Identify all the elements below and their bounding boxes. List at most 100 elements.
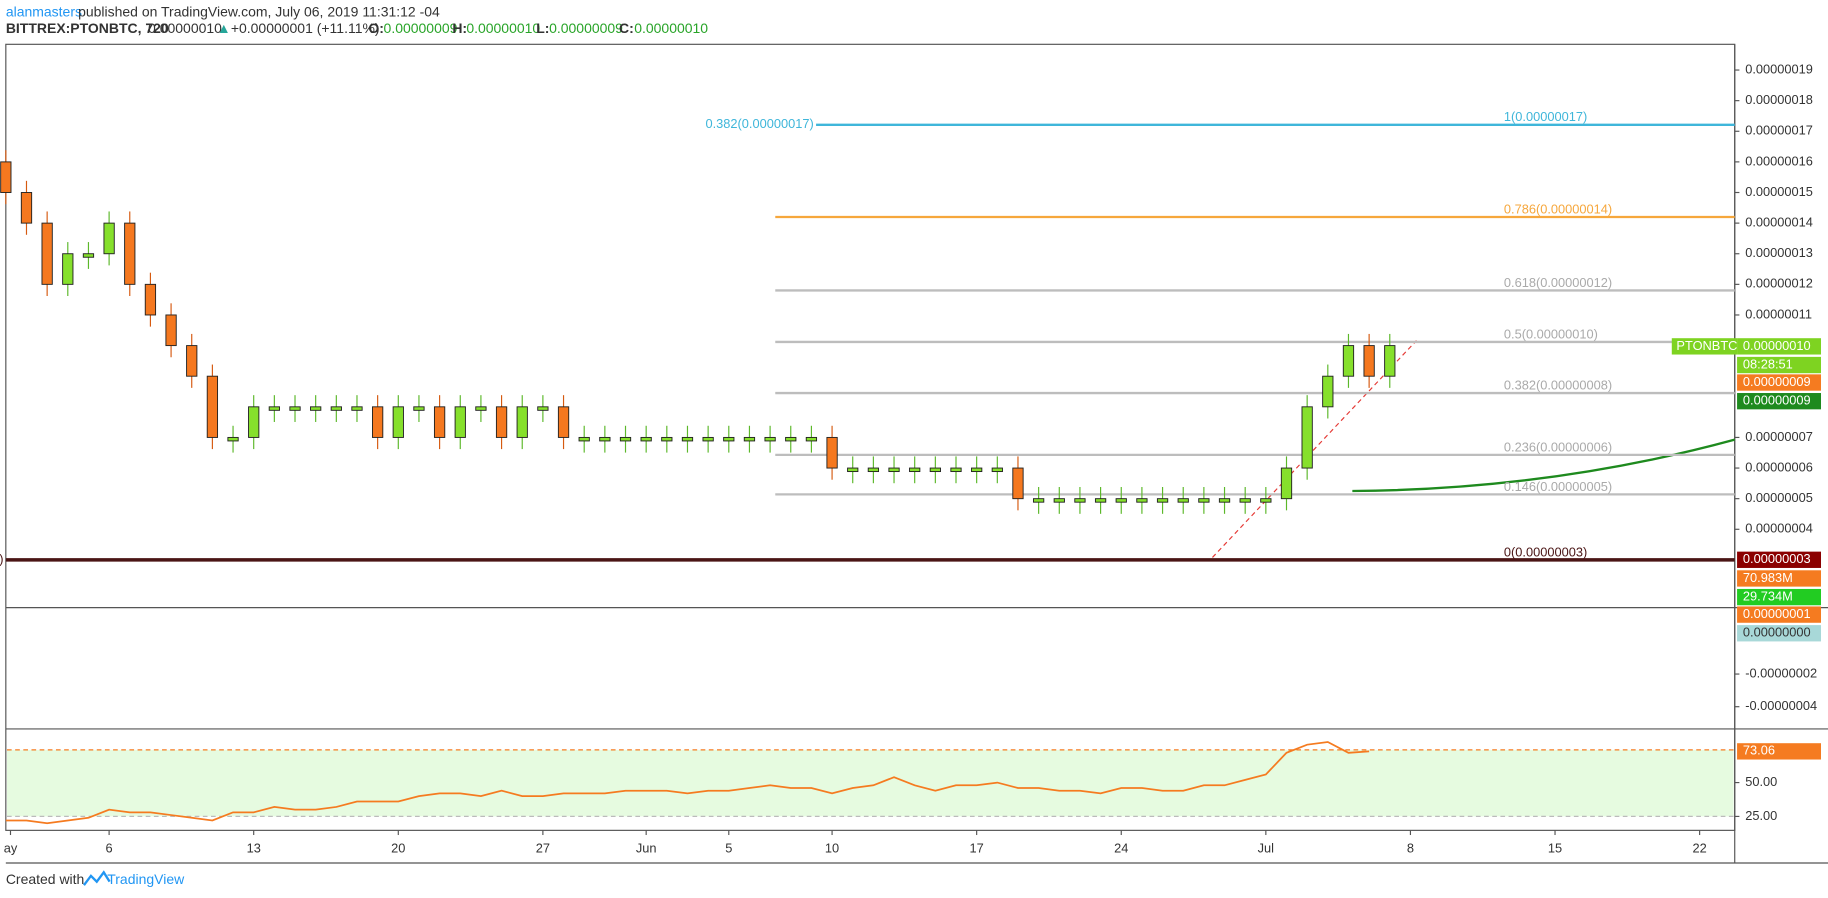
candle (805, 436, 818, 442)
x-tick-label: Jul (1258, 840, 1274, 855)
candle (743, 436, 756, 442)
candle (248, 406, 260, 438)
y-tick-label: 0.00000012 (1745, 276, 1813, 291)
fib-label: 0(0.00000003) (1504, 544, 1587, 559)
candle (537, 406, 549, 411)
candle (1198, 498, 1210, 503)
change: +0.00000001 (+11.11%) (231, 20, 380, 36)
rsi-badge-bg (1737, 743, 1822, 760)
candle (619, 436, 632, 442)
candle (1156, 498, 1169, 503)
candle (330, 406, 342, 411)
fib-label: 0.146(0.00000005) (1504, 479, 1612, 494)
price-badge: 08:28:51 (1743, 356, 1793, 371)
candle (1363, 345, 1375, 377)
fib-label: 1(0.00000017) (1504, 109, 1587, 124)
x-tick-label: ay (4, 840, 18, 855)
candle (1260, 498, 1272, 503)
candle (578, 436, 590, 442)
candle (785, 436, 797, 442)
candle (1012, 467, 1024, 500)
candle (413, 406, 425, 411)
y-tick-label: 0.00000018 (1745, 92, 1813, 107)
candle (909, 467, 921, 473)
x-tick-label: 6 (106, 840, 113, 855)
candle (268, 406, 280, 411)
y-tick-label: 25.00 (1745, 808, 1777, 823)
o-label: O: (368, 20, 384, 36)
candle (599, 436, 611, 442)
fib-label: 0.236(0.00000006) (1504, 439, 1612, 454)
candle (1032, 498, 1045, 503)
y-tick-label: 0.00000005 (1745, 490, 1813, 505)
footer: Created with TradingView (6, 870, 185, 887)
x-tick-label: Jun (636, 840, 657, 855)
candle (661, 436, 673, 442)
candle (41, 222, 53, 285)
x-tick-label: 17 (970, 840, 984, 855)
candle (1074, 498, 1086, 503)
candle (103, 222, 115, 255)
rsi-badge: 73.06 (1743, 743, 1775, 758)
symbol: BITTREX:PTONBTC, 720 (6, 20, 169, 36)
y-tick-label: 0.00000019 (1745, 61, 1813, 76)
candle (640, 436, 652, 442)
candle (1301, 406, 1313, 469)
h-label: H: (452, 20, 467, 36)
logo (83, 870, 111, 886)
candle (1136, 498, 1148, 503)
brand[interactable]: TradingView (107, 871, 185, 887)
c-value: 0.00000010 (634, 20, 708, 36)
price-badge-bg (1737, 338, 1822, 355)
y-tick-label: 0.00000013 (1745, 245, 1813, 260)
author[interactable]: alanmasters (6, 4, 82, 20)
y-tick-label: 0.00000006 (1745, 459, 1813, 474)
candle (723, 436, 735, 442)
macd-badge: 0.00000001 (1743, 606, 1811, 621)
candle (165, 314, 177, 347)
created-with: Created with (6, 871, 85, 887)
y-tick-label: 0.00000007 (1745, 429, 1813, 444)
badge-name-bg (1671, 338, 1738, 355)
candle (20, 192, 33, 224)
badge-name: PTONBTC (1676, 338, 1737, 353)
trend-curve (1352, 438, 1736, 493)
x-tick-label: 22 (1692, 840, 1706, 855)
candle (206, 375, 219, 438)
h-value: 0.00000010 (466, 20, 540, 36)
price-badge-bg (1737, 551, 1822, 568)
y-tick-label: 0.00000014 (1745, 215, 1813, 230)
x-tick-label: 8 (1407, 840, 1414, 855)
published: published on TradingView.com, July 06, 2… (78, 4, 440, 20)
candle (1177, 498, 1189, 503)
fib-left-label: 0.382(0.00000017) (705, 116, 813, 131)
candle (1053, 498, 1065, 503)
price-badge-bg (1737, 570, 1822, 587)
trend-line (1212, 340, 1417, 558)
x-tick-label: 5 (725, 840, 732, 855)
candle (681, 436, 694, 442)
candle (991, 467, 1003, 473)
candle (867, 467, 880, 473)
candle (0, 161, 12, 193)
fib-label: 0.618(0.00000012) (1504, 275, 1612, 290)
candle (516, 406, 528, 438)
candle (186, 345, 198, 377)
last-price: 0.00000010 (148, 20, 222, 36)
candle (702, 436, 714, 442)
candle (557, 406, 570, 438)
candle (1115, 498, 1127, 503)
candle (1239, 498, 1251, 503)
candle (1384, 345, 1396, 377)
fib-label: 0.382(0.00000008) (1504, 377, 1612, 392)
c-label: C: (619, 20, 634, 36)
change-arrow: ▲ (217, 20, 231, 36)
candle (929, 467, 941, 473)
candle (392, 406, 404, 438)
candle (1280, 467, 1293, 500)
o-value: 0.00000009 (384, 20, 458, 36)
candle (1322, 375, 1334, 408)
price-badge-bg (1737, 588, 1822, 606)
candle (764, 436, 776, 442)
